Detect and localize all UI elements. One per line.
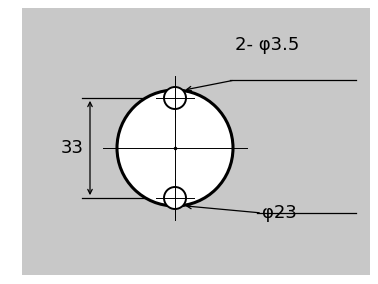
Text: 2- φ3.5: 2- φ3.5 xyxy=(235,36,299,54)
Circle shape xyxy=(164,87,186,109)
Text: φ23: φ23 xyxy=(262,204,297,222)
Text: 33: 33 xyxy=(60,139,84,157)
Circle shape xyxy=(117,90,233,206)
Circle shape xyxy=(164,187,186,209)
